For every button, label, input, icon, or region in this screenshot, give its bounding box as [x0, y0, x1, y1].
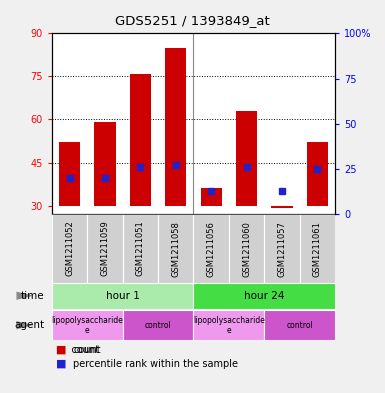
Bar: [158, 214, 193, 283]
Bar: [123, 310, 193, 340]
Bar: [52, 310, 123, 340]
Text: time: time: [21, 291, 44, 301]
Text: lipopolysaccharide
e: lipopolysaccharide e: [52, 316, 123, 335]
Bar: [94, 122, 116, 206]
Text: GSM1211057: GSM1211057: [277, 220, 286, 277]
Text: GSM1211060: GSM1211060: [242, 220, 251, 277]
Text: GSM1211056: GSM1211056: [207, 220, 216, 277]
Text: hour 24: hour 24: [244, 291, 285, 301]
Text: count: count: [73, 345, 101, 355]
Bar: [52, 283, 193, 309]
Bar: [123, 214, 158, 283]
Bar: [193, 310, 264, 340]
Text: ■: ■: [56, 345, 66, 355]
Text: GDS5251 / 1393849_at: GDS5251 / 1393849_at: [115, 14, 270, 27]
Polygon shape: [17, 292, 33, 300]
Bar: [264, 310, 335, 340]
Text: percentile rank within the sample: percentile rank within the sample: [73, 358, 238, 369]
Text: GSM1211061: GSM1211061: [313, 220, 322, 277]
Bar: [52, 214, 87, 283]
Bar: [193, 283, 335, 309]
Text: GSM1211058: GSM1211058: [171, 220, 180, 277]
Text: ■  count: ■ count: [56, 345, 99, 355]
Text: control: control: [145, 321, 171, 330]
Bar: [264, 214, 300, 283]
Bar: [130, 73, 151, 206]
Text: GSM1211051: GSM1211051: [136, 221, 145, 276]
Bar: [300, 214, 335, 283]
Bar: [271, 206, 293, 208]
Text: GSM1211052: GSM1211052: [65, 221, 74, 276]
Bar: [87, 214, 123, 283]
Text: GSM1211059: GSM1211059: [100, 221, 110, 276]
Bar: [59, 142, 80, 206]
Bar: [236, 111, 257, 206]
Bar: [306, 142, 328, 206]
Text: ■: ■: [56, 358, 66, 369]
Bar: [229, 214, 264, 283]
Bar: [201, 188, 222, 206]
Bar: [165, 48, 186, 206]
Text: control: control: [286, 321, 313, 330]
Polygon shape: [17, 321, 33, 329]
Text: hour 1: hour 1: [106, 291, 140, 301]
Bar: [193, 214, 229, 283]
Text: agent: agent: [14, 320, 44, 330]
Text: lipopolysaccharide
e: lipopolysaccharide e: [193, 316, 265, 335]
